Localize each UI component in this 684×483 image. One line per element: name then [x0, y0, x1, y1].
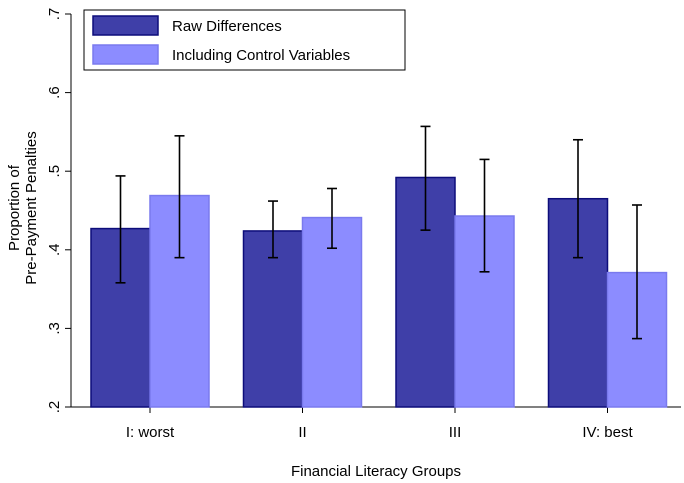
- x-tick-label: II: [298, 424, 306, 441]
- legend-swatch-raw: [92, 15, 159, 36]
- y-tick-label: .2: [46, 401, 63, 414]
- legend-label-raw: Raw Differences: [172, 18, 282, 35]
- y-axis-title: Proportion of Pre-Payment Penalties: [6, 131, 40, 284]
- legend-swatch-controls: [92, 44, 159, 65]
- x-axis: I: worst II III IV: best: [71, 406, 681, 441]
- y-tick-label: .4: [46, 244, 63, 257]
- y-axis-title-line-2: Pre-Payment Penalties: [23, 131, 40, 284]
- error-bar: [115, 175, 126, 284]
- x-ticks: I: worst II III IV: best: [126, 407, 633, 441]
- error-bar: [174, 135, 185, 259]
- x-axis-title: Financial Literacy Groups: [291, 463, 461, 480]
- error-bar: [420, 125, 431, 231]
- error-bar: [479, 158, 490, 273]
- y-tick-label: .5: [46, 165, 63, 178]
- bars: [90, 176, 668, 408]
- error-bar: [632, 204, 642, 340]
- y-ticks: .2 .3 .4 .5 .6 .7: [46, 8, 71, 414]
- error-bar: [268, 200, 278, 259]
- y-tick-label: .7: [46, 8, 63, 21]
- error-bar: [327, 187, 337, 250]
- y-axis: .2 .3 .4 .5 .6 .7: [46, 8, 72, 414]
- y-tick-label: .6: [46, 86, 63, 99]
- x-tick-label: III: [449, 424, 462, 441]
- error-bar: [573, 138, 583, 259]
- legend-label-controls: Including Control Variables: [172, 47, 350, 64]
- y-tick-label: .3: [46, 322, 63, 335]
- legend: Raw Differences Including Control Variab…: [83, 9, 406, 71]
- error-bars: [115, 125, 642, 340]
- y-axis-title-line-1: Proportion of: [6, 164, 23, 251]
- x-tick-label: I: worst: [126, 424, 175, 441]
- x-tick-label: IV: best: [582, 424, 633, 441]
